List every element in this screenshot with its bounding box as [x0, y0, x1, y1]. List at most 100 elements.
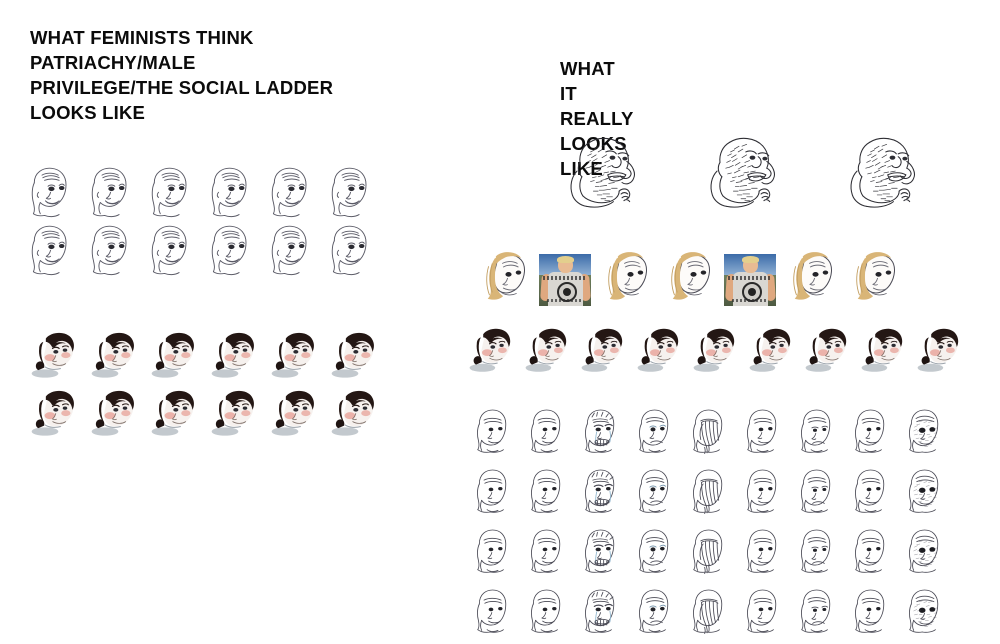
- photo-muscular-man: [539, 254, 591, 306]
- wojak-plain-icon: [740, 524, 782, 578]
- wojak-plain-icon: [524, 404, 566, 458]
- wojak-frowning-icon: [794, 404, 836, 458]
- wojak-girl-brunette-color-icon: [748, 326, 796, 376]
- wojak-grid-row: [470, 404, 944, 458]
- wojak-plain-icon: [470, 404, 512, 458]
- wojak-plain-icon: [848, 584, 890, 638]
- wojak-girl-brunette-color-icon: [150, 388, 200, 440]
- wojak-girl-smiling-lineart-icon: [202, 222, 254, 282]
- photo-hair: [742, 256, 759, 263]
- wojak-girl-brunette-color-icon: [270, 388, 320, 440]
- wojak-plain-icon: [524, 464, 566, 518]
- right-colored-row: [468, 326, 964, 376]
- wojak-plain-icon: [740, 404, 782, 458]
- wojak-girl-brunette-color-icon: [692, 326, 740, 376]
- wojak-girl-blonde-color-icon: [783, 250, 839, 306]
- happy-merchant-lineart-icon: [558, 132, 644, 212]
- wojak-girl-brunette-color-icon: [210, 330, 260, 382]
- photo-hair: [557, 256, 574, 263]
- wojak-girl-smiling-lineart-icon: [142, 164, 194, 224]
- wojak-grid-row: [470, 524, 944, 578]
- wojak-girl-smiling-lineart-icon: [262, 222, 314, 282]
- wojak-grid-row: [470, 584, 944, 638]
- wojak-grim-stubble-icon: [902, 404, 944, 458]
- wojak-frowning-icon: [794, 464, 836, 518]
- wojak-plain-icon: [740, 584, 782, 638]
- wojak-girl-brunette-color-icon: [580, 326, 628, 376]
- wojak-girl-brunette-color-icon: [30, 330, 80, 382]
- wojak-crying-angry-icon: [578, 524, 620, 578]
- left-lineart-row-1: [22, 164, 374, 224]
- wojak-girl-brunette-color-icon: [636, 326, 684, 376]
- wojak-girl-brunette-color-icon: [860, 326, 908, 376]
- wojak-girl-brunette-color-icon: [916, 326, 964, 376]
- wojak-sad-icon: [632, 464, 674, 518]
- wojak-grim-stubble-icon: [902, 524, 944, 578]
- right-panel-title: WHAT IT REALLY LOOKS LIKE: [560, 58, 634, 179]
- wojak-girl-smiling-lineart-icon: [322, 164, 374, 224]
- wojak-girl-brunette-color-icon: [330, 388, 380, 440]
- wojak-plain-icon: [524, 584, 566, 638]
- wojak-girl-brunette-color-icon: [210, 388, 260, 440]
- photo-muscular-man: [724, 254, 776, 306]
- wojak-plain-icon: [848, 404, 890, 458]
- photo-shirt-text-bottom: [547, 299, 583, 302]
- left-colored-row-2: [30, 388, 380, 440]
- wojak-plain-icon: [524, 524, 566, 578]
- wojak-girl-smiling-lineart-icon: [82, 222, 134, 282]
- wojak-facepalm-icon: [686, 524, 728, 578]
- wojak-facepalm-icon: [686, 404, 728, 458]
- wojak-girl-brunette-color-icon: [30, 388, 80, 440]
- wojak-girl-brunette-color-icon: [90, 388, 140, 440]
- wojak-plain-icon: [470, 584, 512, 638]
- wojak-girl-blonde-color-icon: [846, 250, 902, 306]
- wojak-plain-icon: [470, 464, 512, 518]
- wojak-plain-icon: [470, 524, 512, 578]
- left-colored-row-1: [30, 330, 380, 382]
- wojak-crying-angry-icon: [578, 404, 620, 458]
- happy-merchant-lineart-icon: [698, 132, 784, 212]
- wojak-girl-brunette-color-icon: [524, 326, 572, 376]
- wojak-girl-brunette-color-icon: [150, 330, 200, 382]
- wojak-bottom-grid: [470, 404, 944, 644]
- wojak-plain-icon: [848, 464, 890, 518]
- photo-shirt-text-top: [543, 276, 587, 280]
- wojak-facepalm-icon: [686, 584, 728, 638]
- wojak-sad-icon: [632, 524, 674, 578]
- wojak-girl-brunette-color-icon: [90, 330, 140, 382]
- wojak-girl-blonde-color-icon: [598, 250, 654, 306]
- wojak-girl-brunette-color-icon: [330, 330, 380, 382]
- wojak-grid-row: [470, 464, 944, 518]
- wojak-girl-brunette-color-icon: [270, 330, 320, 382]
- wojak-plain-icon: [848, 524, 890, 578]
- wojak-frowning-icon: [794, 584, 836, 638]
- wojak-girl-smiling-lineart-icon: [82, 164, 134, 224]
- wojak-grim-stubble-icon: [902, 464, 944, 518]
- wojak-girl-blonde-color-icon: [476, 250, 532, 306]
- wojak-frowning-icon: [794, 524, 836, 578]
- wojak-plain-icon: [740, 464, 782, 518]
- wojak-crying-angry-icon: [578, 464, 620, 518]
- happy-merchant-lineart-icon: [838, 132, 924, 212]
- wojak-sad-icon: [632, 404, 674, 458]
- wojak-girl-smiling-lineart-icon: [262, 164, 314, 224]
- blonde-and-photo-row: [476, 250, 902, 306]
- wojak-girl-smiling-lineart-icon: [22, 164, 74, 224]
- wojak-girl-brunette-color-icon: [804, 326, 852, 376]
- wojak-girl-smiling-lineart-icon: [202, 164, 254, 224]
- wojak-girl-brunette-color-icon: [468, 326, 516, 376]
- wojak-sad-icon: [632, 584, 674, 638]
- left-lineart-row-2: [22, 222, 374, 282]
- wojak-girl-smiling-lineart-icon: [322, 222, 374, 282]
- photo-shirt-text-top: [728, 276, 772, 280]
- wojak-girl-smiling-lineart-icon: [22, 222, 74, 282]
- photo-shirt-text-bottom: [732, 299, 768, 302]
- merchant-row: [558, 132, 924, 212]
- wojak-facepalm-icon: [686, 464, 728, 518]
- wojak-grim-stubble-icon: [902, 584, 944, 638]
- wojak-girl-blonde-color-icon: [661, 250, 717, 306]
- wojak-crying-angry-icon: [578, 584, 620, 638]
- wojak-girl-smiling-lineart-icon: [142, 222, 194, 282]
- left-panel-title: WHAT FEMINISTS THINK PATRIACHY/MALE PRIV…: [30, 27, 334, 123]
